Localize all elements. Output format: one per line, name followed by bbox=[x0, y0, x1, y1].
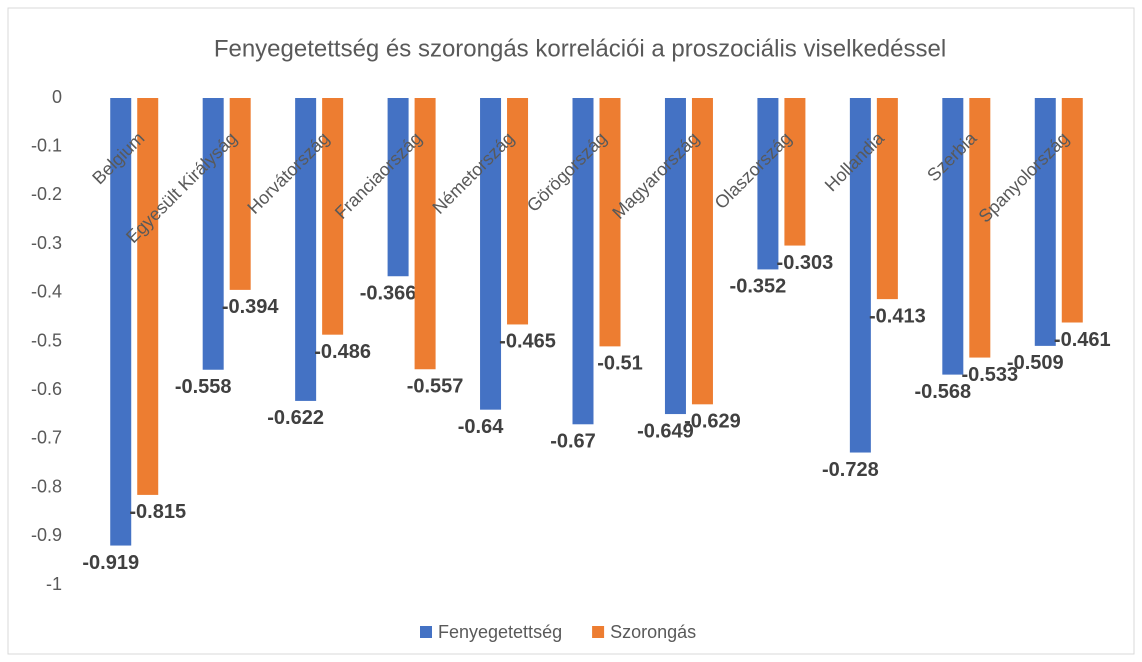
data-label: -0.366 bbox=[360, 283, 417, 305]
data-label: -0.465 bbox=[499, 331, 556, 353]
data-label: -0.486 bbox=[314, 341, 371, 363]
bar bbox=[202, 98, 224, 370]
bar bbox=[599, 98, 621, 347]
bar bbox=[664, 98, 686, 415]
bar bbox=[757, 98, 779, 270]
legend-label: Fenyegetettség bbox=[438, 622, 562, 642]
bar bbox=[876, 98, 898, 300]
bar bbox=[1034, 98, 1056, 346]
data-label: -0.622 bbox=[267, 407, 324, 429]
chart-title: Fenyegetettség és szorongás korrelációi … bbox=[214, 35, 946, 62]
y-tick-label: -0.1 bbox=[31, 135, 62, 155]
bar bbox=[784, 98, 806, 246]
data-label: -0.352 bbox=[730, 276, 787, 298]
data-label: -0.303 bbox=[777, 252, 834, 274]
bar bbox=[229, 98, 251, 290]
y-tick-label: -0.8 bbox=[31, 476, 62, 496]
data-label: -0.649 bbox=[637, 420, 694, 442]
y-tick-label: -0.4 bbox=[31, 282, 62, 302]
data-label: -0.558 bbox=[175, 376, 232, 398]
legend-label: Szorongás bbox=[610, 622, 696, 642]
y-tick-label: -0.6 bbox=[31, 379, 62, 399]
bar bbox=[480, 98, 502, 410]
chart-border bbox=[7, 7, 1135, 655]
y-tick-label: -0.2 bbox=[31, 184, 62, 204]
data-label: -0.51 bbox=[597, 353, 643, 375]
y-tick-label: -0.9 bbox=[31, 525, 62, 545]
legend-swatch bbox=[420, 626, 432, 638]
data-label: -0.64 bbox=[458, 416, 504, 438]
data-label: -0.919 bbox=[82, 552, 139, 574]
bar bbox=[137, 98, 159, 495]
data-label: -0.509 bbox=[1007, 352, 1064, 374]
bar bbox=[969, 98, 991, 358]
data-label: -0.728 bbox=[822, 459, 879, 481]
bar bbox=[322, 98, 344, 335]
y-tick-label: -0.7 bbox=[31, 428, 62, 448]
bar bbox=[849, 98, 871, 453]
bar bbox=[572, 98, 594, 425]
legend-swatch bbox=[592, 626, 605, 638]
bar bbox=[414, 98, 436, 370]
data-label: -0.67 bbox=[550, 431, 596, 453]
data-label: -0.533 bbox=[961, 364, 1018, 386]
data-label: -0.557 bbox=[407, 376, 464, 398]
data-label: -0.629 bbox=[684, 411, 741, 433]
data-label: -0.413 bbox=[869, 305, 926, 327]
y-tick-label: 0 bbox=[52, 87, 62, 107]
bar bbox=[691, 98, 713, 405]
data-label: -0.815 bbox=[129, 501, 186, 523]
data-label: -0.461 bbox=[1054, 329, 1111, 351]
bar bbox=[942, 98, 964, 375]
bar bbox=[1061, 98, 1083, 323]
bar bbox=[110, 98, 132, 546]
data-label: -0.394 bbox=[222, 296, 280, 318]
y-tick-label: -0.5 bbox=[31, 330, 62, 350]
y-tick-label: -1 bbox=[46, 574, 62, 594]
bar bbox=[507, 98, 529, 325]
data-label: -0.568 bbox=[914, 381, 971, 403]
y-tick-label: -0.3 bbox=[31, 233, 62, 253]
bar bbox=[295, 98, 317, 401]
bar bbox=[387, 98, 409, 277]
